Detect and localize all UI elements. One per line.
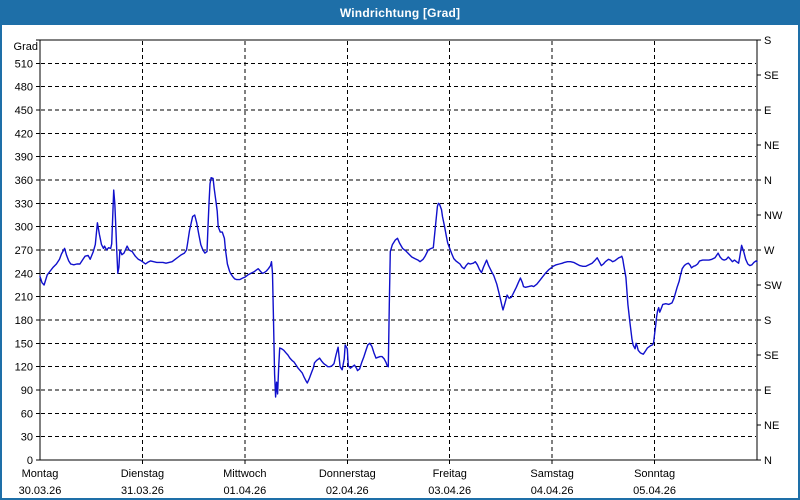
y-axis-left-tick-label: 90 [21,385,33,397]
y-axis-right-tick-label: E [764,385,771,397]
y-axis-left-tick-label: 30 [21,432,33,444]
y-axis-right-tick-label: NW [764,210,783,222]
y-axis-left-tick-label: 420 [15,128,33,140]
y-axis-right-tick-label: E [764,105,771,117]
x-axis-date-label: 04.04.26 [531,485,574,497]
wind-direction-series-line [39,176,758,398]
x-axis-weekday-label: Mittwoch [223,468,266,480]
y-axis-right-tick-label: NE [764,420,779,432]
x-axis-weekday-label: Freitag [433,468,467,480]
y-axis-left-title: Grad [14,41,38,53]
x-axis-weekday-label: Montag [22,468,59,480]
x-axis-weekday-label: Samstag [530,468,573,480]
y-axis-right-tick-label: S [764,35,771,47]
y-axis-left-tick-label: 240 [15,268,33,280]
y-axis-right-tick-label: N [764,175,772,187]
x-axis-weekday-label: Donnerstag [319,468,376,480]
y-axis-right-tick-label: W [764,245,775,257]
y-axis-right-tick-label: NE [764,140,779,152]
y-axis-left-tick-label: 210 [15,292,33,304]
x-axis-date-label: 05.04.26 [633,485,676,497]
y-axis-left-tick-label: 390 [15,152,33,164]
x-axis-date-label: 30.03.26 [19,485,62,497]
x-axis-weekday-label: Dienstag [121,468,164,480]
y-axis-left-tick-label: 0 [27,455,33,467]
y-axis-right-tick-label: S [764,315,771,327]
y-axis-left-tick-label: 510 [15,58,33,70]
x-axis-date-label: 01.04.26 [223,485,266,497]
y-axis-left-tick-label: 60 [21,408,33,420]
y-axis-right-tick-label: SE [764,70,779,82]
y-axis-left-tick-label: 450 [15,105,33,117]
window-title: Windrichtung [Grad] [339,5,461,20]
y-axis-left-tick-label: 150 [15,338,33,350]
x-axis-date-label: 03.04.26 [428,485,471,497]
y-axis-left-tick-label: 300 [15,222,33,234]
y-axis-left-tick-label: 120 [15,362,33,374]
x-axis-date-label: 02.04.26 [326,485,369,497]
x-axis-date-label: 31.03.26 [121,485,164,497]
x-axis-weekday-label: Sonntag [634,468,675,480]
y-axis-right-tick-label: SW [764,280,782,292]
y-axis-left-tick-label: 180 [15,315,33,327]
y-axis-right-tick-label: N [764,455,772,467]
y-axis-left-tick-label: 270 [15,245,33,257]
y-axis-right-tick-label: SE [764,350,779,362]
y-axis-left-tick-label: 480 [15,82,33,94]
y-axis-left-tick-label: 330 [15,198,33,210]
window-title-bar: Windrichtung [Grad] [0,0,800,25]
y-axis-left-tick-label: 360 [15,175,33,187]
